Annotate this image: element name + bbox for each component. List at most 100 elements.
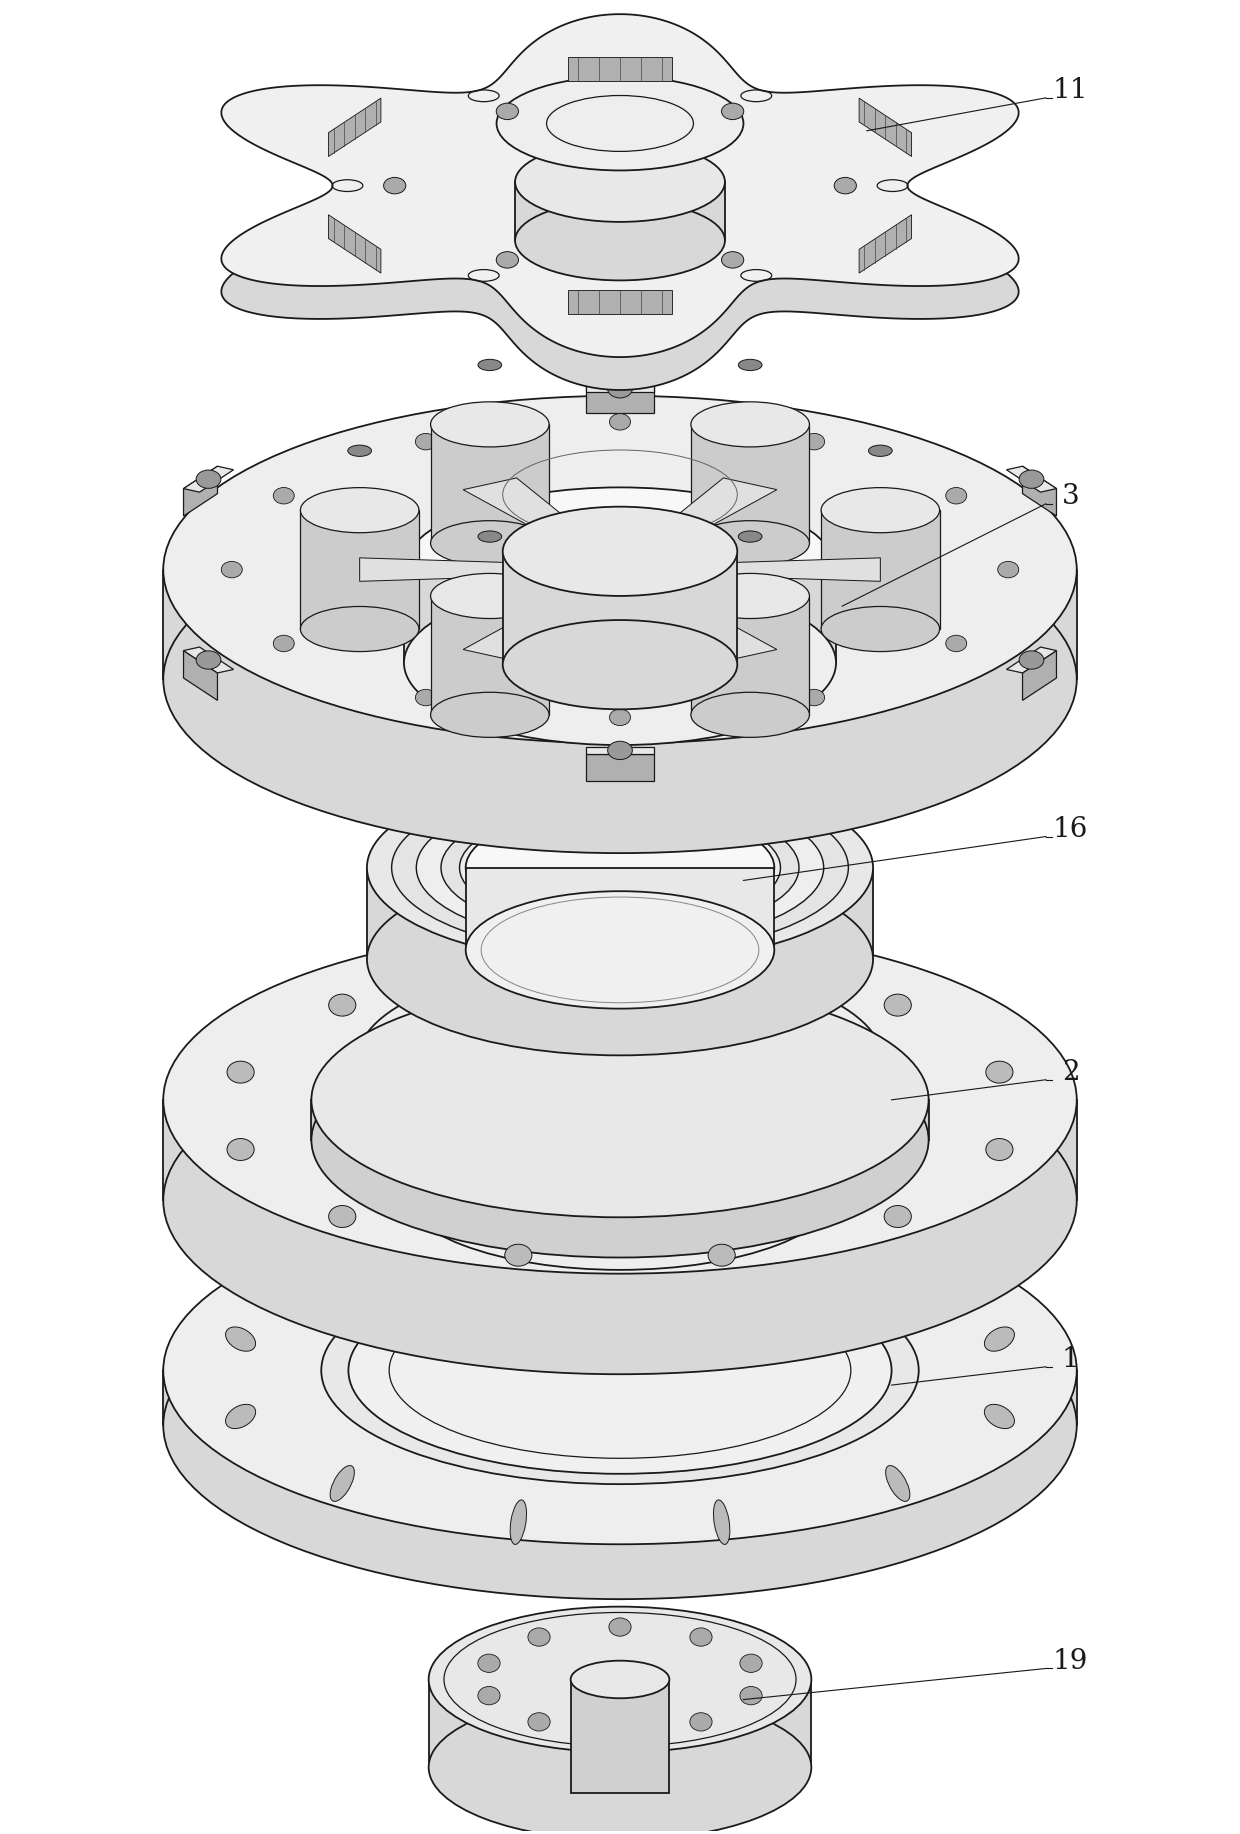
Ellipse shape [329, 1205, 356, 1227]
Ellipse shape [321, 1256, 919, 1484]
Polygon shape [660, 479, 777, 536]
Polygon shape [821, 510, 940, 629]
Ellipse shape [986, 1062, 1013, 1084]
Ellipse shape [329, 994, 356, 1016]
Ellipse shape [477, 530, 502, 543]
Ellipse shape [884, 994, 911, 1016]
Ellipse shape [868, 446, 893, 457]
Ellipse shape [722, 103, 744, 119]
Ellipse shape [510, 1500, 527, 1544]
Ellipse shape [821, 607, 940, 651]
Ellipse shape [164, 1196, 1076, 1544]
Ellipse shape [392, 781, 848, 954]
Ellipse shape [477, 359, 502, 370]
Ellipse shape [164, 926, 1076, 1273]
Ellipse shape [884, 1205, 911, 1227]
Polygon shape [660, 603, 777, 662]
Ellipse shape [528, 1713, 551, 1731]
Ellipse shape [740, 1654, 763, 1673]
Ellipse shape [477, 1687, 500, 1706]
Ellipse shape [367, 862, 873, 1055]
Polygon shape [184, 651, 217, 701]
Ellipse shape [430, 521, 549, 565]
Text: 16: 16 [1053, 816, 1089, 844]
Ellipse shape [1019, 470, 1044, 488]
Ellipse shape [608, 741, 632, 759]
Ellipse shape [330, 1254, 355, 1289]
Ellipse shape [273, 635, 294, 651]
Ellipse shape [164, 1027, 1076, 1374]
Polygon shape [587, 385, 653, 392]
Ellipse shape [477, 1654, 500, 1673]
Polygon shape [1023, 651, 1056, 701]
Ellipse shape [466, 809, 774, 926]
Ellipse shape [226, 1405, 255, 1429]
Ellipse shape [164, 506, 1076, 853]
Ellipse shape [985, 1328, 1014, 1352]
Polygon shape [430, 424, 549, 543]
Ellipse shape [708, 956, 735, 978]
Text: 2: 2 [1061, 1058, 1079, 1086]
Ellipse shape [609, 1618, 631, 1636]
Ellipse shape [804, 690, 825, 706]
Ellipse shape [330, 1465, 355, 1502]
Ellipse shape [691, 402, 810, 447]
Ellipse shape [347, 446, 372, 457]
Polygon shape [367, 867, 873, 959]
Ellipse shape [985, 1405, 1014, 1429]
Ellipse shape [885, 1254, 910, 1289]
Ellipse shape [708, 1243, 735, 1265]
Ellipse shape [496, 251, 518, 268]
Ellipse shape [689, 1629, 712, 1647]
Text: 19: 19 [1053, 1647, 1089, 1674]
Polygon shape [329, 215, 381, 273]
Ellipse shape [430, 574, 549, 618]
Ellipse shape [348, 1267, 892, 1475]
Ellipse shape [608, 380, 632, 398]
Polygon shape [691, 596, 810, 715]
Ellipse shape [528, 1629, 551, 1647]
Polygon shape [587, 385, 653, 413]
Polygon shape [430, 596, 549, 715]
Ellipse shape [273, 488, 294, 504]
Ellipse shape [610, 710, 630, 726]
Ellipse shape [311, 1023, 929, 1258]
Ellipse shape [398, 976, 842, 1144]
Ellipse shape [221, 561, 242, 578]
Polygon shape [466, 867, 774, 950]
Ellipse shape [404, 581, 836, 745]
Ellipse shape [691, 691, 810, 737]
Ellipse shape [570, 1548, 670, 1585]
Ellipse shape [429, 1607, 811, 1751]
Polygon shape [515, 182, 725, 240]
Polygon shape [570, 1680, 670, 1794]
Ellipse shape [429, 1695, 811, 1834]
Polygon shape [587, 746, 653, 754]
Ellipse shape [466, 891, 774, 1009]
Ellipse shape [740, 1687, 763, 1706]
Polygon shape [732, 558, 880, 581]
Ellipse shape [1019, 651, 1044, 669]
Polygon shape [691, 424, 810, 543]
Polygon shape [463, 479, 580, 536]
Ellipse shape [610, 414, 630, 431]
Ellipse shape [609, 1722, 631, 1740]
Polygon shape [398, 1100, 842, 1185]
Polygon shape [1023, 466, 1056, 515]
Ellipse shape [311, 983, 929, 1218]
Polygon shape [502, 552, 738, 664]
Ellipse shape [196, 651, 221, 669]
Polygon shape [164, 1100, 1076, 1201]
Ellipse shape [398, 1100, 842, 1269]
Ellipse shape [417, 790, 823, 945]
Ellipse shape [502, 506, 738, 596]
Ellipse shape [722, 251, 744, 268]
Ellipse shape [946, 488, 967, 504]
Ellipse shape [946, 635, 967, 651]
Ellipse shape [460, 807, 780, 928]
Polygon shape [164, 1370, 1076, 1425]
Ellipse shape [885, 1465, 910, 1502]
Polygon shape [184, 466, 233, 492]
Ellipse shape [570, 1660, 670, 1698]
Ellipse shape [986, 1139, 1013, 1161]
